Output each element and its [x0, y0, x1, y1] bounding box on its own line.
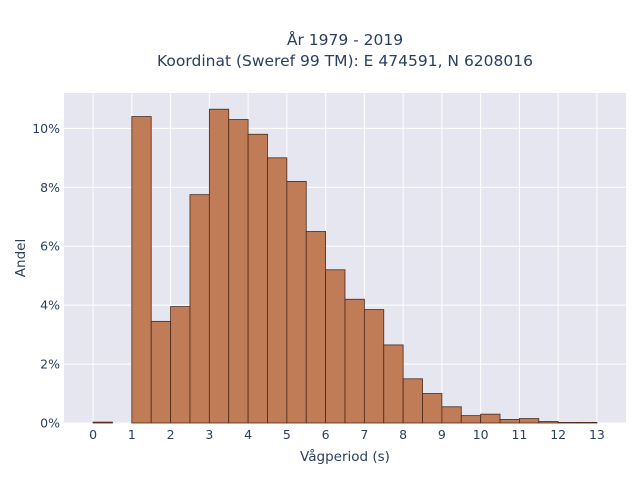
x-tick-label: 12	[550, 427, 566, 442]
y-tick-label: 10%	[32, 121, 60, 136]
chart-title-line-1: År 1979 - 2019	[287, 30, 403, 49]
histogram-bar	[363, 309, 385, 424]
x-tick-label: 8	[399, 427, 407, 442]
chart-title-line-2: Koordinat (Sweref 99 TM): E 474591, N 62…	[157, 52, 533, 70]
y-tick-label: 6%	[40, 239, 60, 254]
histogram-bar	[150, 320, 171, 424]
x-tick-label: 6	[322, 427, 330, 442]
x-tick-label: 11	[511, 427, 527, 442]
histogram-bar	[557, 422, 578, 424]
histogram-bar	[402, 378, 423, 424]
histogram-bar	[228, 119, 249, 424]
x-tick-label: 5	[283, 427, 291, 442]
x-tick-label: 4	[244, 427, 252, 442]
bars	[92, 108, 598, 424]
histogram-bar	[305, 231, 327, 424]
histogram-bar	[189, 194, 210, 424]
histogram-bar	[325, 269, 346, 424]
x-axis-ticks: 0 1 2 3 4 5 6 7 8 9 10 11 12 13	[89, 427, 605, 442]
histogram-bar	[92, 421, 113, 424]
histogram-bar	[383, 344, 404, 424]
histogram-bar	[267, 157, 288, 424]
histogram-bar	[460, 415, 482, 424]
x-tick-label: 1	[128, 427, 136, 442]
histogram-bar	[170, 306, 191, 424]
x-tick-label: 9	[438, 427, 446, 442]
y-tick-label: 0%	[40, 416, 60, 431]
histogram-bar	[480, 413, 501, 424]
y-axis-title: Andel	[13, 239, 29, 277]
y-axis-ticks: 0% 2% 4% 6% 8% 10%	[32, 121, 60, 431]
histogram-bar	[519, 418, 540, 424]
x-tick-label: 2	[167, 427, 175, 442]
histogram-bar	[422, 393, 443, 424]
x-tick-label: 3	[205, 427, 213, 442]
histogram-bar	[286, 180, 307, 424]
histogram-bar	[577, 422, 598, 424]
histogram-bar	[344, 298, 365, 424]
x-tick-label: 13	[589, 427, 605, 442]
x-tick-label: 7	[360, 427, 368, 442]
histogram-bar	[131, 116, 152, 424]
histogram-bar	[208, 108, 230, 424]
x-axis-title: Vågperiod (s)	[300, 448, 390, 465]
x-tick-label: 0	[89, 427, 97, 442]
histogram-bar	[538, 421, 559, 424]
y-tick-label: 8%	[40, 180, 60, 195]
histogram-bar	[441, 406, 462, 424]
x-tick-label: 10	[473, 427, 489, 442]
histogram-bar	[247, 133, 268, 424]
histogram-bar	[499, 419, 520, 424]
y-tick-label: 2%	[40, 357, 60, 372]
y-tick-label: 4%	[40, 298, 60, 313]
